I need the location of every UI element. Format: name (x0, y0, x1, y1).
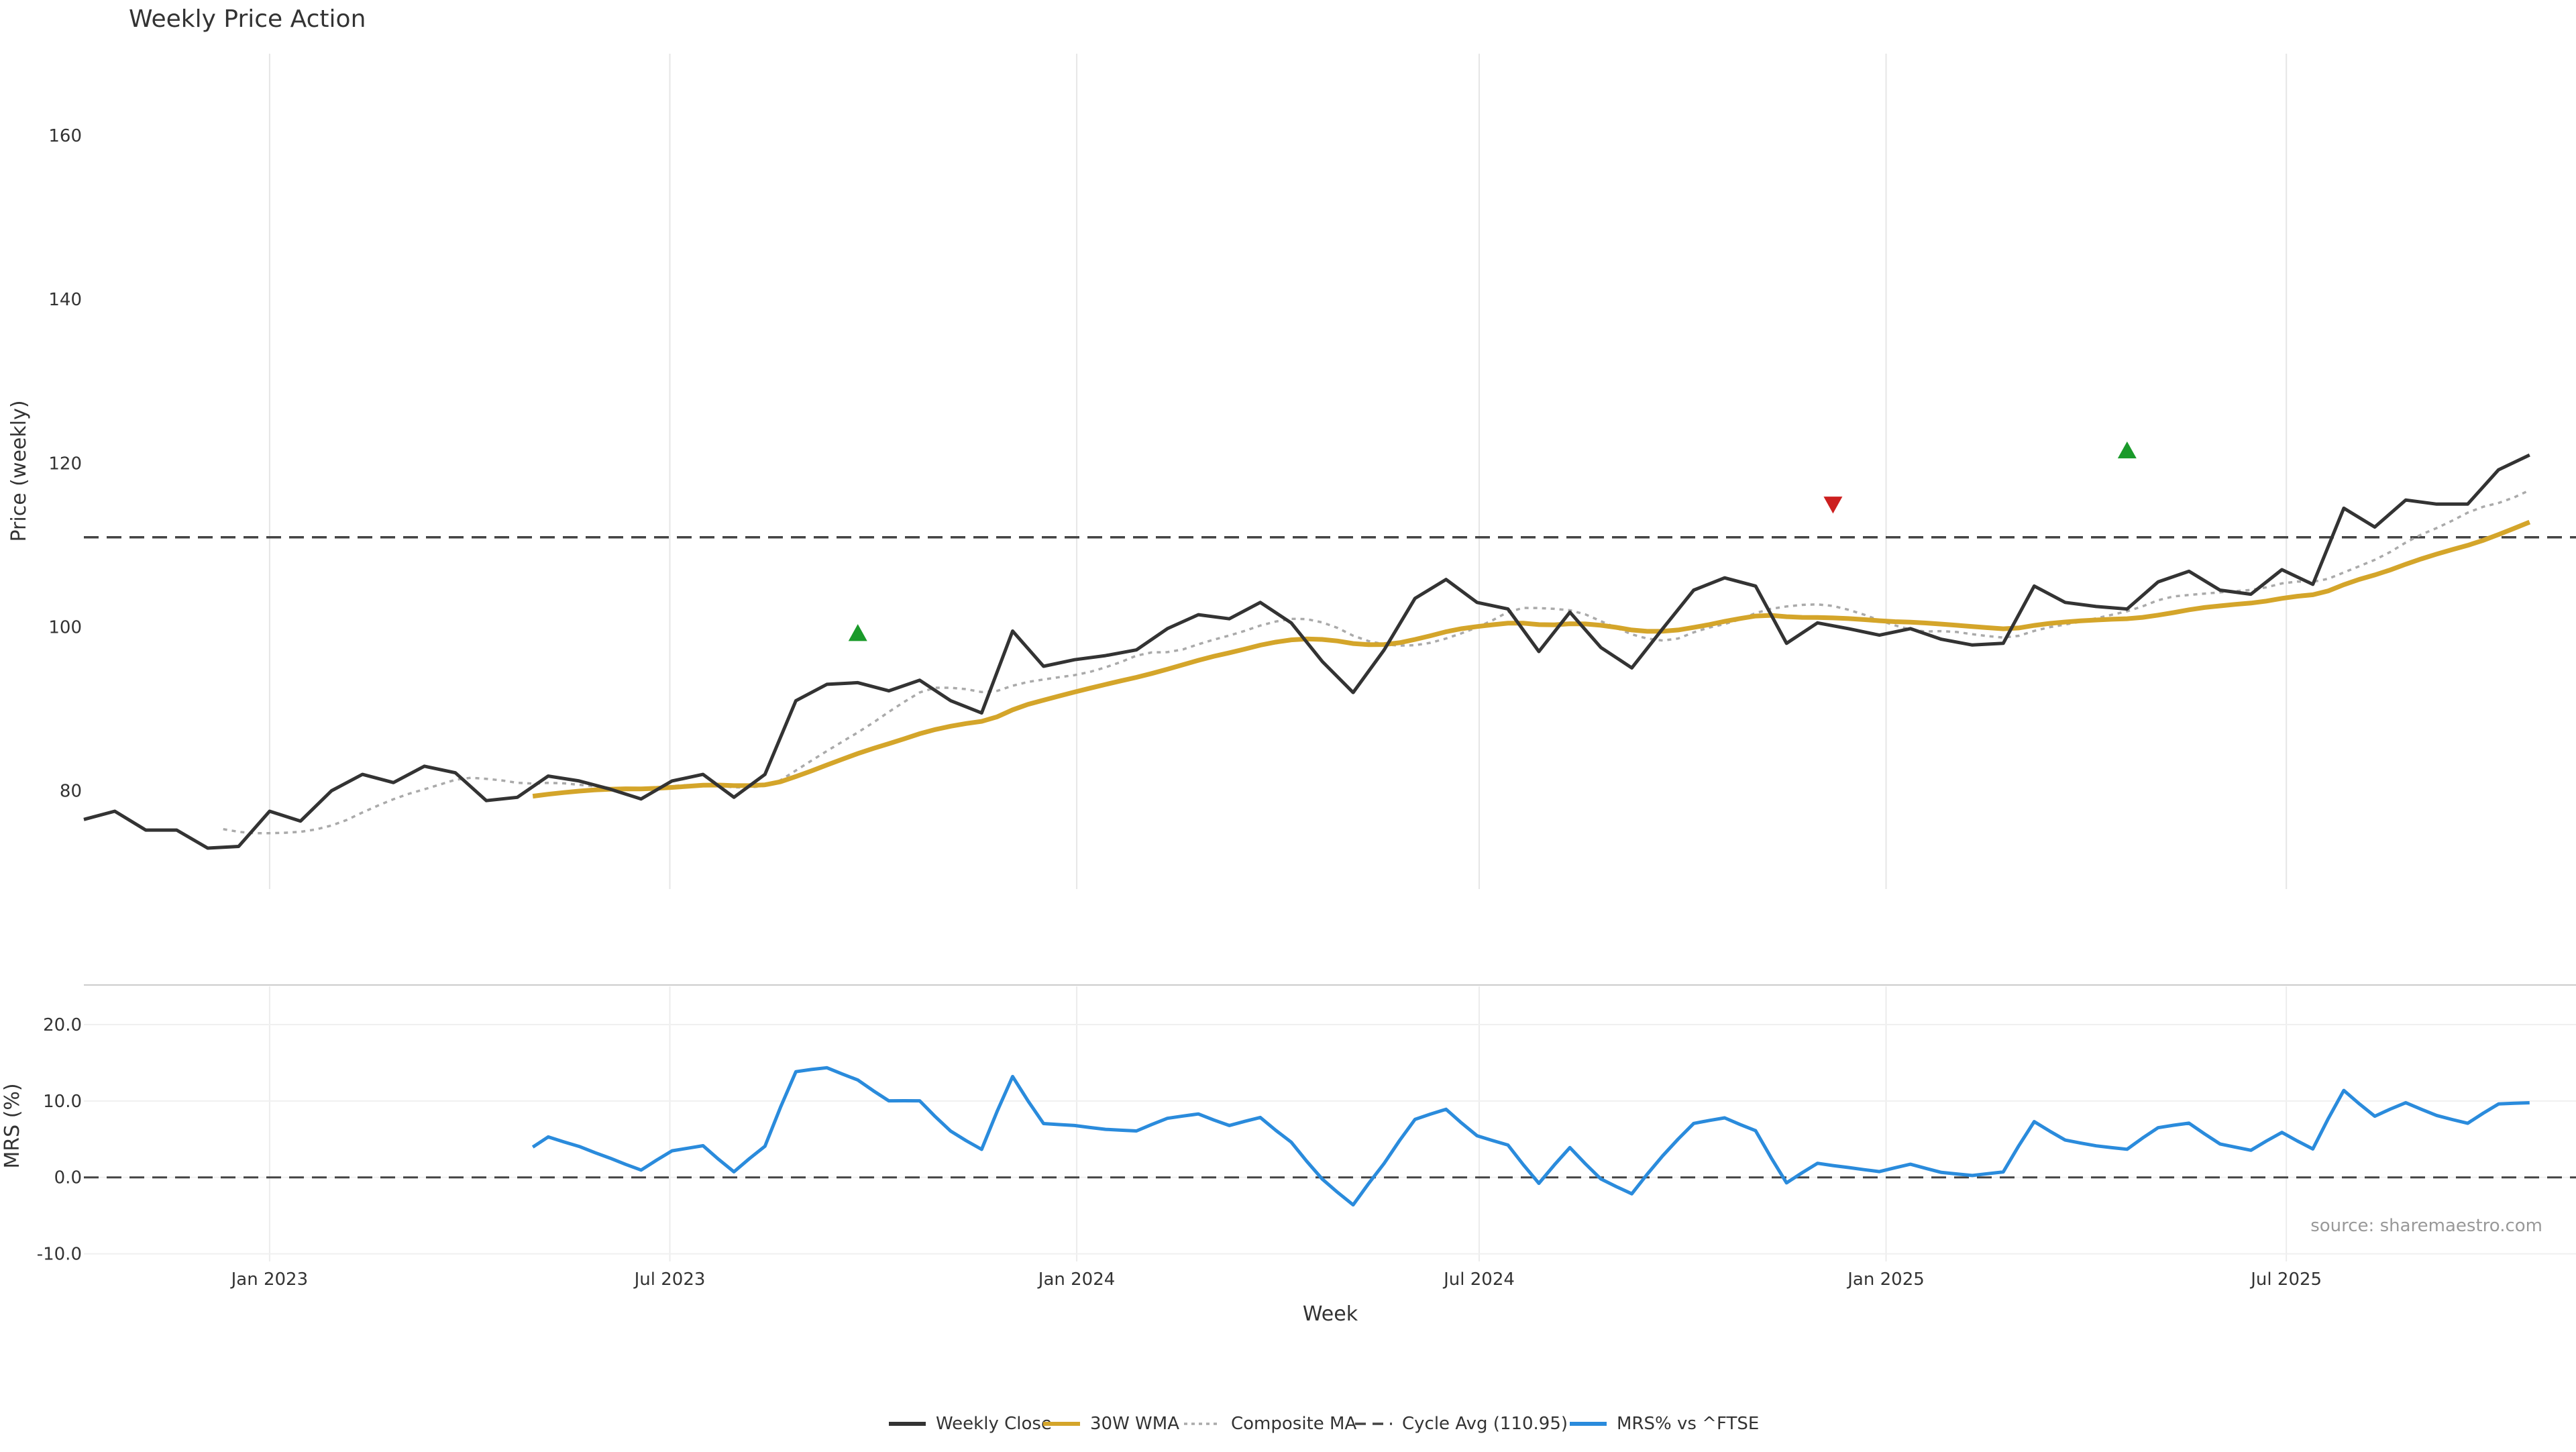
x-tick-label: Jan 2025 (1846, 1269, 1925, 1290)
legend-label: Composite MA (1231, 1414, 1356, 1434)
x-tick-label: Jan 2023 (230, 1269, 309, 1290)
mrs-y-tick-label: 10.0 (43, 1092, 82, 1112)
wma-30w-line (532, 519, 2531, 799)
mrs-line (531, 1066, 2530, 1207)
mrs-y-tick-label: 0.0 (54, 1168, 82, 1188)
mrs-y-tick-label: -10.0 (37, 1245, 82, 1265)
price-y-tick-label: 120 (48, 454, 82, 474)
chart-title: Weekly Price Action (129, 5, 366, 33)
weekly-close-line (83, 453, 2530, 850)
legend-label: 30W WMA (1090, 1414, 1179, 1434)
x-tick-label: Jul 2023 (633, 1269, 706, 1290)
buy-signal-marker (2117, 441, 2137, 459)
price-y-tick-label: 80 (60, 782, 82, 802)
price-y-tick-label: 160 (48, 126, 82, 146)
price-y-tick-label: 140 (48, 290, 82, 310)
legend-label: Weekly Close (936, 1414, 1052, 1434)
price-y-axis-label: Price (weekly) (7, 400, 31, 541)
x-tick-label: Jan 2024 (1037, 1269, 1116, 1290)
x-tick-label: Jul 2024 (1442, 1269, 1515, 1290)
legend-label: MRS% vs ^FTSE (1617, 1414, 1759, 1434)
mrs-y-axis-label: MRS (%) (1, 1083, 24, 1168)
source-annotation: source: sharemaestro.com (2310, 1216, 2542, 1236)
buy-signal-marker (848, 624, 867, 641)
sell-signal-marker (1823, 497, 1843, 514)
legend-label: Cycle Avg (110.95) (1402, 1414, 1568, 1434)
x-tick-label: Jul 2025 (2249, 1269, 2322, 1290)
legend: Weekly Close 30W WMA Composite MA Cycle Avg… (889, 1414, 1759, 1434)
price-y-tick-label: 100 (48, 617, 82, 637)
x-axis-label: Week (1303, 1302, 1358, 1326)
mrs-y-tick-label: 20.0 (43, 1015, 82, 1035)
